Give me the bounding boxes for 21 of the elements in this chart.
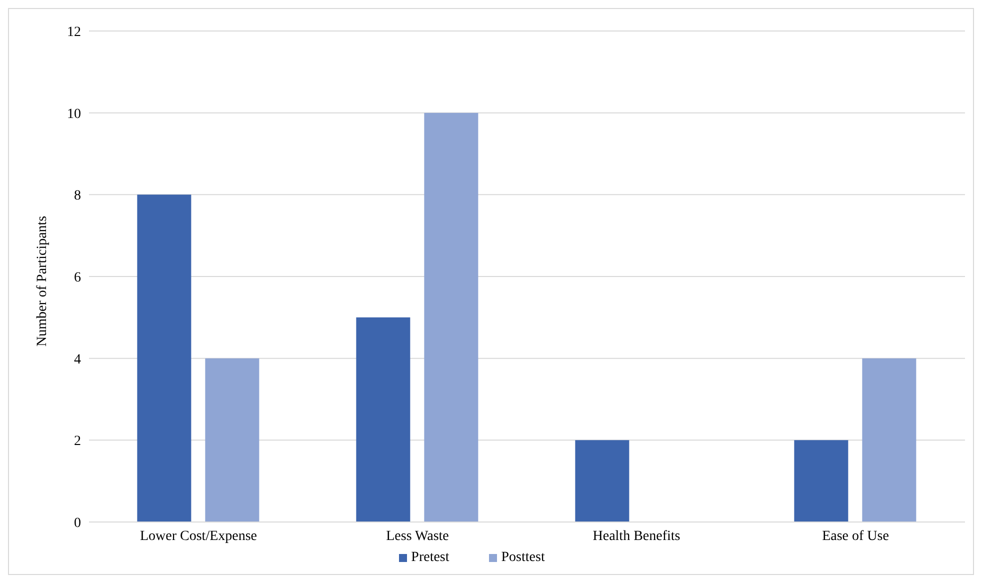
x-tick-label: Less Waste <box>386 528 449 544</box>
y-tick-label: 8 <box>74 188 81 204</box>
bar <box>137 194 192 522</box>
bar <box>356 317 410 522</box>
y-tick-label: 10 <box>67 106 81 122</box>
legend-label: Posttest <box>501 550 545 565</box>
y-tick-label: 0 <box>74 516 81 531</box>
y-tick-label: 6 <box>74 270 81 286</box>
x-tick-label: Lower Cost/Expense <box>140 528 258 544</box>
bar <box>424 112 478 522</box>
y-tick-label: 12 <box>67 24 81 40</box>
bar <box>205 358 260 522</box>
bar <box>794 440 848 522</box>
y-axis-title: Number of Participants <box>34 216 50 346</box>
x-tick-label: Ease of Use <box>822 528 889 544</box>
legend-label: Pretest <box>411 550 450 565</box>
y-tick-label: 2 <box>74 434 81 450</box>
y-tick-label: 4 <box>74 352 81 368</box>
x-tick-label: Health Benefits <box>592 528 680 544</box>
bar <box>862 358 916 522</box>
bar <box>575 440 630 522</box>
